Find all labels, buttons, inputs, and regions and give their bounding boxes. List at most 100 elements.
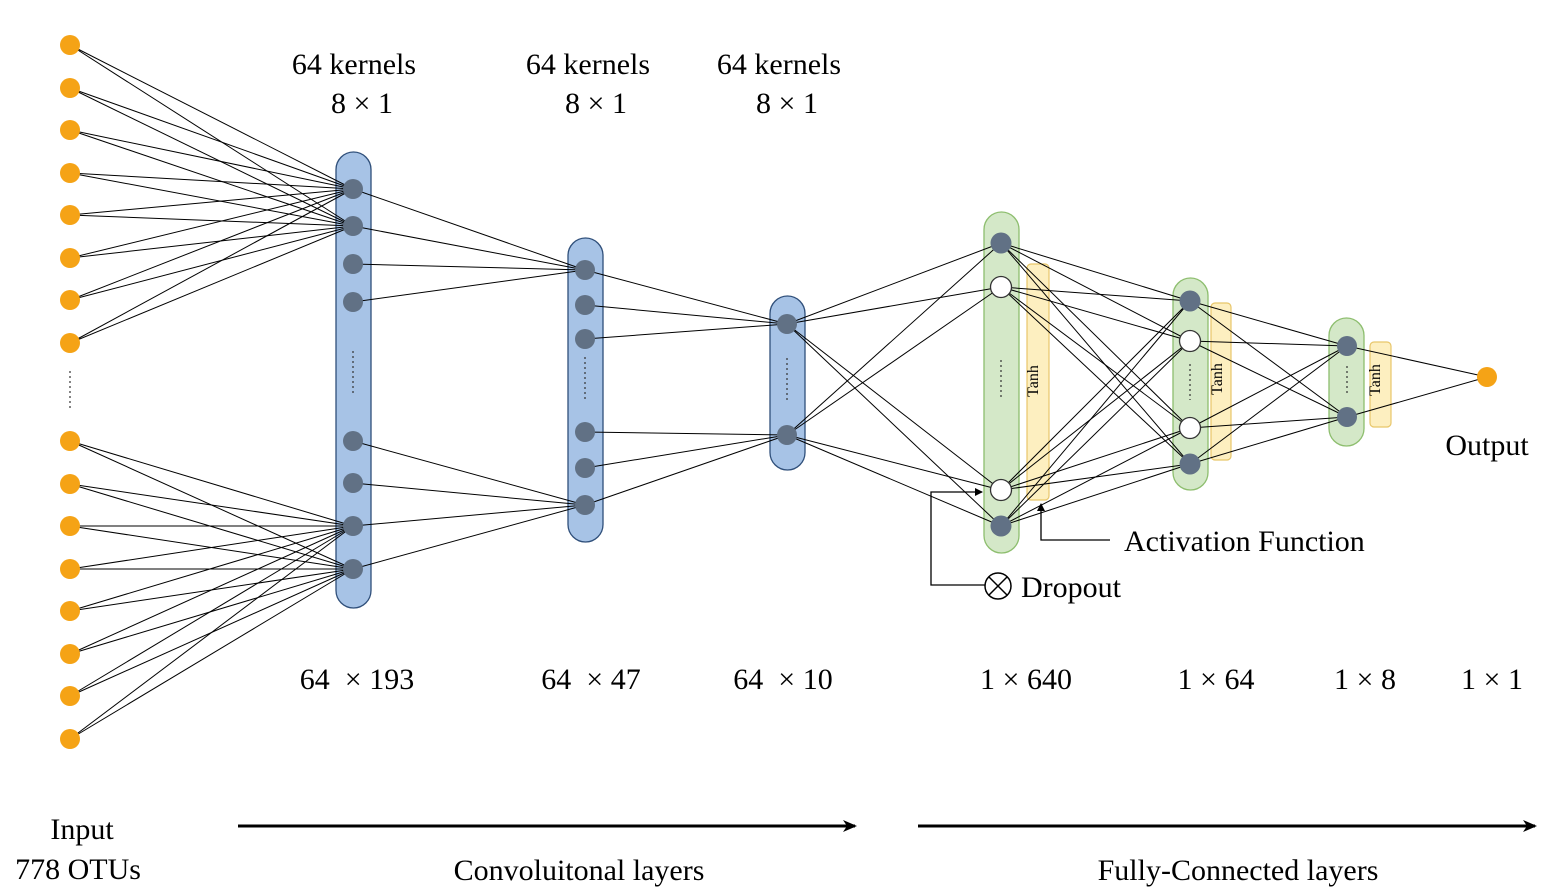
input-node [60,729,80,749]
connection-line [584,304,788,325]
input-node [60,601,80,621]
connection-line [786,434,1002,527]
connection-line [1346,345,1488,378]
connection-line [786,242,1002,325]
connection-line [584,434,788,469]
conv2-neuron [575,260,595,280]
connection-line [584,434,788,506]
input-node [60,644,80,664]
conv1-neuron [343,516,363,536]
circled-times-icon [984,572,1012,600]
connection-line [352,188,586,271]
conv2-kernels-label: 64 kernels [526,48,650,81]
conv3-neuron [777,314,797,334]
connection-line [69,188,354,301]
conv1-neuron [343,292,363,312]
connection-lines [69,44,1488,740]
connection-line [1000,427,1191,491]
conv2-neuron [575,458,595,478]
input-count-label: 778 OTUs [15,853,141,886]
input-node [60,474,80,494]
connection-line [69,44,354,190]
conv3-kernels-label: 64 kernels [717,48,841,81]
output-label: Output [1445,429,1529,462]
connection-line [1189,300,1348,347]
connection-line [352,225,586,271]
connection-line [1000,242,1191,302]
connection-line [1000,340,1191,527]
input-node [60,559,80,579]
connection-line [69,225,354,344]
connection-line [1000,300,1191,491]
connection-line [1000,340,1191,491]
input-node [60,686,80,706]
connection-line [1189,416,1348,429]
dim-label-conv2: 64 × 47 [541,663,640,696]
connection-line [69,172,354,190]
conv1-neuron [343,179,363,199]
activation-pointer-line [1037,503,1110,541]
neuron-nodes [60,35,1497,749]
input-node [60,248,80,268]
connection-line [786,434,1002,491]
input-node [60,78,80,98]
fc2-dropout-neuron [1178,329,1202,353]
connection-line [69,568,354,740]
conv2-kernel-size-label: 8 × 1 [565,87,627,120]
input-node [60,205,80,225]
connection-line [1000,242,1191,429]
dropout-pointer-line [930,488,985,586]
conv1-neuron [343,216,363,236]
connection-line [352,482,586,506]
connection-line [69,188,354,344]
connection-line [69,214,354,227]
connection-line [1000,242,1191,342]
conv2-neuron [575,329,595,349]
conv1-kernels-label: 64 kernels [292,48,416,81]
connection-line [1189,340,1348,418]
fc1-neuron [990,515,1012,537]
connection-line [352,504,586,570]
connection-line [69,440,354,527]
connection-line [584,431,788,436]
connection-line [1000,286,1191,465]
fc-section-label: Fully-Connected layers [1098,854,1379,887]
fc1-dropout-neuron [989,478,1013,502]
connection-line [1189,340,1348,347]
conv2-neuron [575,422,595,442]
input-node [60,290,80,310]
activation-function-label: Activation Function [1124,525,1365,558]
connection-line [1000,286,1191,429]
connection-line [1189,345,1348,465]
input-node [60,516,80,536]
dim-label-output: 1 × 1 [1461,663,1523,696]
tanh-label-fc3: Tanh [1367,364,1384,396]
fc1-dropout-neuron [989,275,1013,299]
conv2-neuron [575,295,595,315]
dim-label-fc3: 1 × 8 [1334,663,1396,696]
connection-line [786,286,1002,436]
connection-line [1189,345,1348,429]
connection-line [1000,286,1191,302]
dim-label-conv1: 64 × 193 [300,663,414,696]
connection-line [69,525,354,655]
conv-section-label: Convoluitonal layers [454,854,705,887]
connection-line [786,323,1002,491]
tanh-label-fc1: Tanh [1025,365,1042,397]
fc3-neuron [1337,336,1357,356]
connection-line [786,323,1002,527]
ellipsis-dots [69,351,1348,411]
connection-line [69,129,354,227]
fc2-dropout-neuron [1178,416,1202,440]
dim-label-fc1: 1 × 640 [980,663,1072,696]
fc3-neuron [1337,407,1357,427]
input-node [60,431,80,451]
connection-line [69,483,354,527]
connection-line [69,188,354,216]
tanh-label-fc2: Tanh [1209,363,1226,395]
input-node [60,333,80,353]
conv1-neuron [343,431,363,451]
connection-line [1189,416,1348,465]
connection-line [69,525,354,740]
conv1-kernel-size-label: 8 × 1 [331,87,393,120]
